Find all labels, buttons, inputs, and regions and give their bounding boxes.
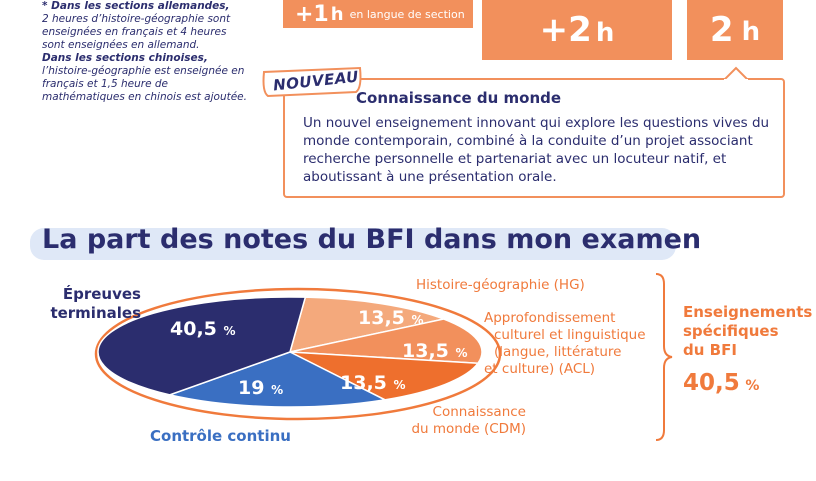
- hours-box-right: 2 h: [687, 0, 783, 60]
- hours-mid-unit: h: [595, 18, 615, 48]
- hours-box-mid: +2 h: [482, 0, 672, 60]
- slice-value-cdm: 13,5: [340, 372, 387, 394]
- label-epreuves: Épreuves terminales: [28, 285, 141, 323]
- label-acl-l3: (langue, littérature: [494, 344, 622, 360]
- slice-label-epreuves: 40,5 %: [170, 318, 236, 340]
- hours-small-value: +1: [295, 1, 329, 27]
- label-enseignements: Enseignements spécifiques du BFI: [683, 303, 812, 360]
- hours-right-value: 2: [709, 10, 734, 50]
- section-heading: La part des notes du BFI dans mon examen: [42, 224, 702, 255]
- label-ens-unit: %: [745, 378, 760, 394]
- label-acl-l4: et culture) (ACL): [484, 361, 596, 377]
- label-hg: Histoire-géographie (HG): [416, 277, 585, 293]
- pie-slice-cdm: [289, 351, 480, 401]
- cdm-frame: [283, 78, 785, 198]
- slice-unit-acl: %: [455, 346, 468, 360]
- pie-slice-epreuves: [97, 296, 307, 396]
- note-chinese-title: Dans les sections chinoises,: [42, 52, 208, 64]
- label-epreuves-l2: terminales: [50, 304, 141, 322]
- cdm-description: Un nouvel enseignement innovant qui expl…: [303, 115, 770, 185]
- label-epreuves-l1: Épreuves: [62, 285, 141, 303]
- note-german-title: * Dans les sections allemandes,: [42, 0, 230, 12]
- slice-label-hg: 13,5 %: [358, 307, 424, 329]
- slice-unit-epreuves: %: [223, 324, 236, 338]
- nouveau-badge-shape: [262, 66, 362, 98]
- pie-slice-controle: [167, 351, 388, 408]
- slice-value-acl: 13,5: [402, 340, 449, 362]
- note-chinese-text: l’histoire-géographie est enseignée en f…: [42, 65, 247, 103]
- hours-box-small: +1 h en langue de section: [283, 0, 473, 28]
- label-ens-l3: du BFI: [683, 341, 737, 359]
- slice-value-epreuves: 40,5: [170, 318, 217, 340]
- label-cdm: Connaissance du monde (CDM): [394, 404, 526, 438]
- label-ens-l1: Enseignements: [683, 303, 813, 321]
- label-ens-l2: spécifiques: [683, 322, 779, 340]
- slice-unit-controle: %: [271, 383, 284, 397]
- hours-small-unit: h: [330, 3, 344, 25]
- hours-right-unit: h: [741, 17, 761, 47]
- pie-slice-hg: [288, 296, 447, 353]
- slice-unit-hg: %: [411, 313, 424, 327]
- cdm-title: Connaissance du monde: [356, 89, 562, 107]
- pie-outer-ring: [94, 287, 502, 421]
- slice-unit-cdm: %: [393, 378, 406, 392]
- sections-note: * Dans les sections allemandes, 2 heures…: [42, 0, 247, 104]
- label-acl-l1: Approfondissement: [484, 310, 616, 326]
- heading-highlight: [30, 228, 676, 260]
- label-acl-l2: culturel et linguistique: [494, 327, 646, 343]
- label-cdm-l2: du monde (CDM): [411, 421, 526, 437]
- label-cdm-l1: Connaissance: [432, 404, 526, 420]
- pie-slices: [94, 287, 502, 421]
- label-ens-value-wrap: 40,5 %: [683, 370, 759, 396]
- label-ens-value: 40,5: [683, 370, 740, 396]
- group-brace: [655, 273, 673, 441]
- slice-label-cdm: 13,5 %: [340, 372, 406, 394]
- hours-mid-value: +2: [539, 10, 592, 50]
- pie-slice-acl: [289, 318, 483, 365]
- slice-label-acl: 13,5 %: [402, 340, 468, 362]
- note-german-text: 2 heures d’histoire-géographie sont ense…: [42, 13, 231, 51]
- slice-label-controle: 19 %: [238, 377, 283, 399]
- slice-value-controle: 19: [238, 377, 265, 399]
- label-controle: Contrôle continu: [150, 427, 291, 445]
- slice-value-hg: 13,5: [358, 307, 405, 329]
- hours-small-caption: en langue de section: [349, 7, 465, 21]
- label-acl: Approfondissement culturel et linguistiq…: [484, 310, 656, 378]
- frame-pointer: [724, 66, 748, 82]
